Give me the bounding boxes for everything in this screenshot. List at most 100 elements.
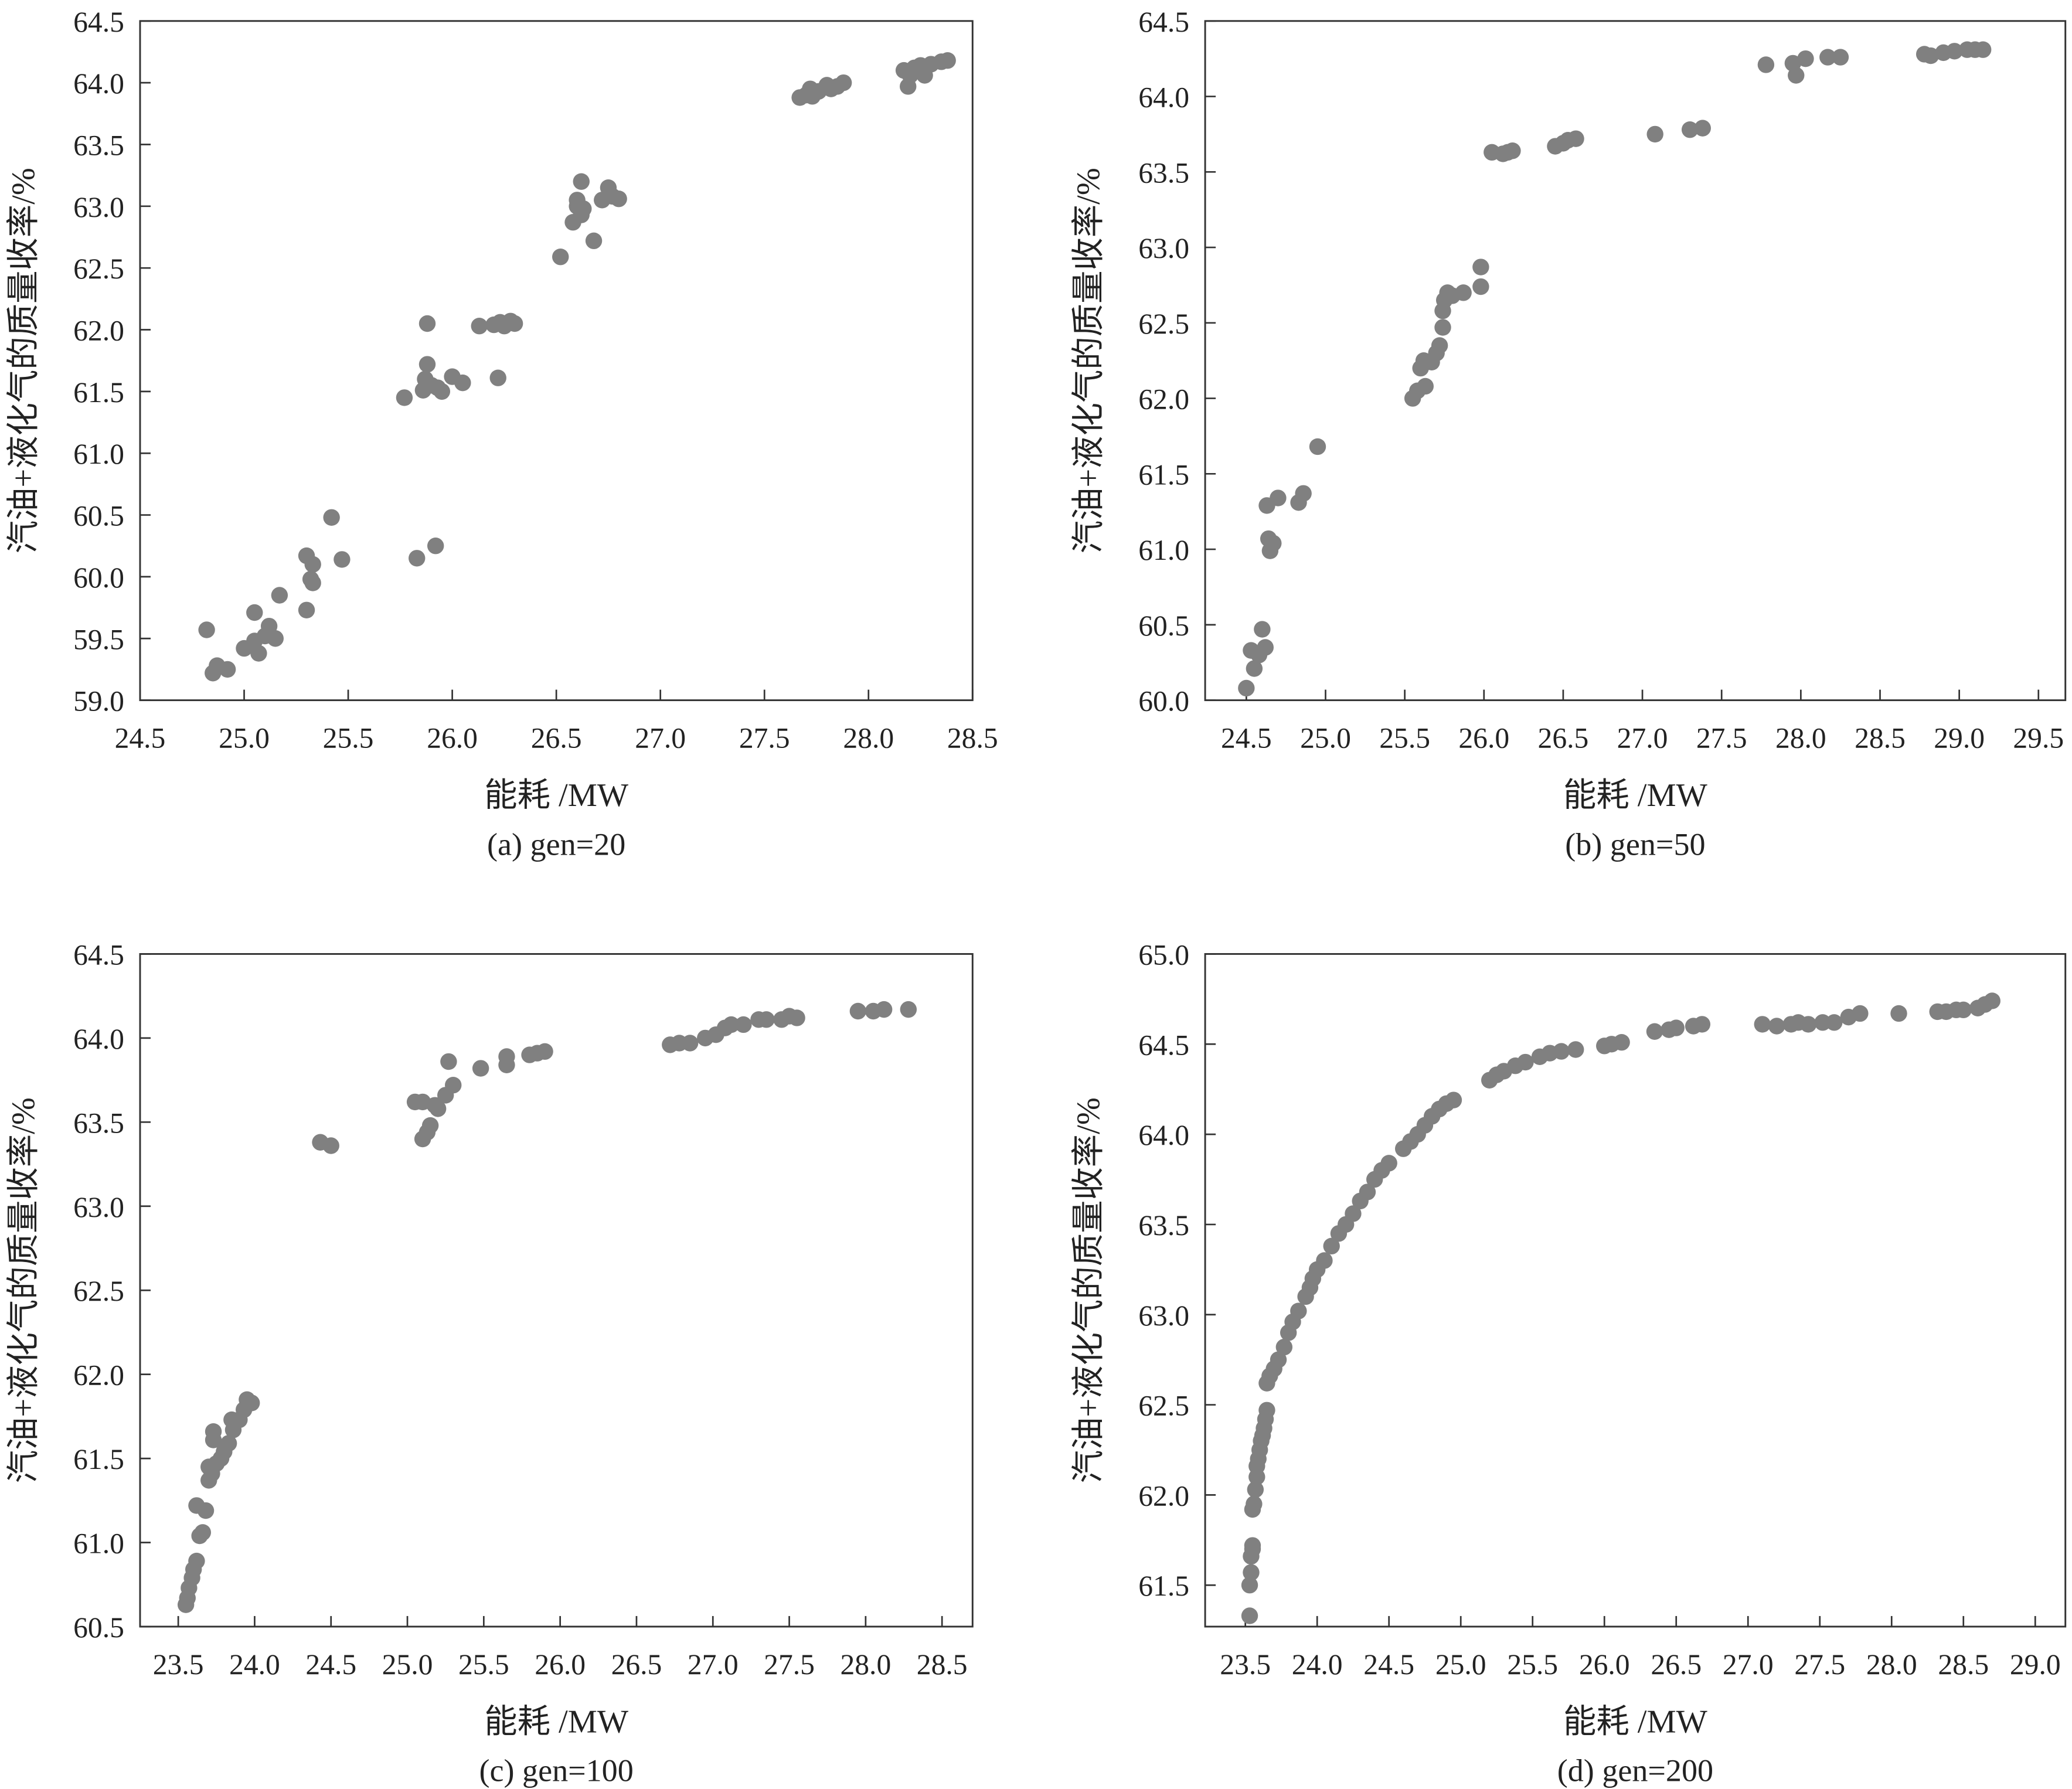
data-point [427,538,444,555]
x-axis-label: 能耗 /MW [1563,1703,1708,1740]
data-point [220,1435,237,1452]
x-tick-label: 26.5 [531,722,582,754]
y-axis-label: 汽油+液化气的质量收率/% [1071,168,1107,553]
plot-frame [139,20,974,702]
panel-caption: (b) gen=50 [1565,827,1705,862]
y-tick-label: 61.5 [73,1443,124,1475]
data-point [1922,47,1940,64]
data-point [1553,1043,1570,1060]
x-tick-label: 29.0 [1934,722,1985,754]
y-tick-label: 62.5 [73,253,124,285]
data-point [419,315,436,332]
data-point [498,1048,515,1065]
y-tick-label: 65.0 [1138,938,1189,971]
panel-caption: (d) gen=200 [1557,1753,1713,1788]
x-tick-label: 24.5 [305,1648,356,1681]
data-point [835,74,852,91]
data-point [304,556,321,573]
data-point [1246,660,1263,677]
data-point [506,315,523,332]
y-axis-label: 汽油+液化气的质量收率/% [6,1097,42,1483]
data-point [1295,485,1312,502]
data-point [198,621,215,638]
x-tick-label: 28.0 [1775,722,1826,754]
data-point [1814,1014,1831,1031]
data-point [298,601,315,618]
x-tick-label: 27.5 [739,722,790,754]
data-point [1309,438,1326,455]
data-point [1244,1537,1261,1554]
y-tick-label: 64.0 [73,67,124,100]
data-point [585,232,603,250]
x-tick-label: 25.0 [1300,722,1351,754]
data-point [1265,535,1282,552]
data-point [573,173,590,190]
y-tick-label: 62.0 [73,315,124,347]
y-tick-label: 60.0 [73,562,124,594]
data-point [472,1060,489,1077]
x-tick-label: 25.0 [382,1648,433,1681]
data-point [334,551,351,568]
x-tick-label: 29.0 [2010,1648,2061,1681]
x-tick-label: 28.5 [947,722,998,754]
data-point [1567,130,1584,147]
data-point [440,1053,457,1070]
data-point [454,374,471,392]
data-point [1797,50,1814,67]
data-point [1247,1481,1264,1498]
data-point [267,630,284,647]
y-tick-label: 62.5 [1138,1390,1189,1422]
data-point [1646,125,1663,143]
y-tick-label: 60.5 [73,500,124,532]
y-tick-label: 60.5 [73,1611,124,1644]
data-point [409,550,426,567]
y-tick-label: 64.0 [1138,1119,1189,1151]
chart-panel-0: 24.5 25.0 25.5 26.0 26.5 27.0 27.5 28.0 28.5 59.0… [6,6,998,862]
data-point [1258,1402,1275,1419]
data-point [1243,1564,1260,1581]
data-point [1668,1019,1685,1036]
y-tick-label: 59.5 [73,623,124,655]
y-tick-label: 63.5 [1138,1209,1189,1242]
data-point [1241,1607,1258,1624]
x-tick-label: 24.5 [1221,722,1272,754]
data-point [205,1423,222,1440]
data-point [1345,1205,1362,1222]
x-tick-label: 26.0 [535,1648,586,1681]
data-point [735,1016,752,1033]
x-axis-label: 能耗 /MW [1563,777,1708,814]
y-tick-label: 62.5 [1138,308,1189,340]
y-tick-label: 61.5 [1138,1570,1189,1602]
data-point [552,249,569,266]
data-point [1241,1577,1258,1594]
y-tick-label: 63.0 [1138,1300,1189,1332]
x-tick-label: 27.5 [764,1648,815,1681]
x-tick-label: 27.0 [635,722,686,754]
data-point [1955,1001,1972,1019]
data-point [1613,1033,1630,1051]
x-tick-label: 28.5 [1855,722,1906,754]
x-tick-label: 28.0 [1866,1648,1917,1681]
chart-panel-3: 23.5 24.0 24.5 25.0 25.5 26.0 26.5 27.0 27.5 28.0… [1071,938,2067,1788]
x-tick-label: 26.0 [427,722,478,754]
x-tick-label: 27.0 [1617,722,1668,754]
data-point [1445,1091,1462,1108]
y-tick-label: 63.0 [73,1191,124,1223]
y-tick-label: 61.0 [73,438,124,470]
y-tick-label: 64.5 [73,938,124,971]
data-point [1754,1016,1771,1033]
y-tick-label: 63.5 [73,1107,124,1139]
plot-frame [139,953,974,1628]
y-tick-label: 62.5 [73,1275,124,1307]
x-tick-label: 27.0 [1723,1648,1774,1681]
data-point [1799,1016,1817,1033]
y-tick-label: 60.5 [1138,610,1189,642]
chart-panel-2: 23.5 24.0 24.5 25.0 25.5 26.0 26.5 27.0 27.5 28.0… [6,938,974,1788]
data-point [1974,41,1992,58]
data-point [1359,1183,1376,1200]
data-point [939,52,956,69]
data-point [271,587,288,604]
x-tick-label: 25.5 [1507,1648,1558,1681]
data-point [1455,284,1472,301]
